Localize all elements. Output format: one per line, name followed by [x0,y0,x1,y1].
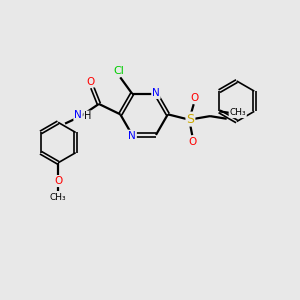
Text: N: N [152,88,160,98]
Text: Cl: Cl [113,66,124,76]
Text: N: N [128,130,136,140]
Text: S: S [186,112,194,126]
Text: N: N [74,110,82,120]
Text: CH₃: CH₃ [230,108,246,117]
Text: O: O [54,176,62,186]
Text: O: O [191,93,199,103]
Text: H: H [84,111,92,122]
Text: O: O [189,137,197,147]
Text: O: O [87,76,95,87]
Text: CH₃: CH₃ [50,193,67,202]
